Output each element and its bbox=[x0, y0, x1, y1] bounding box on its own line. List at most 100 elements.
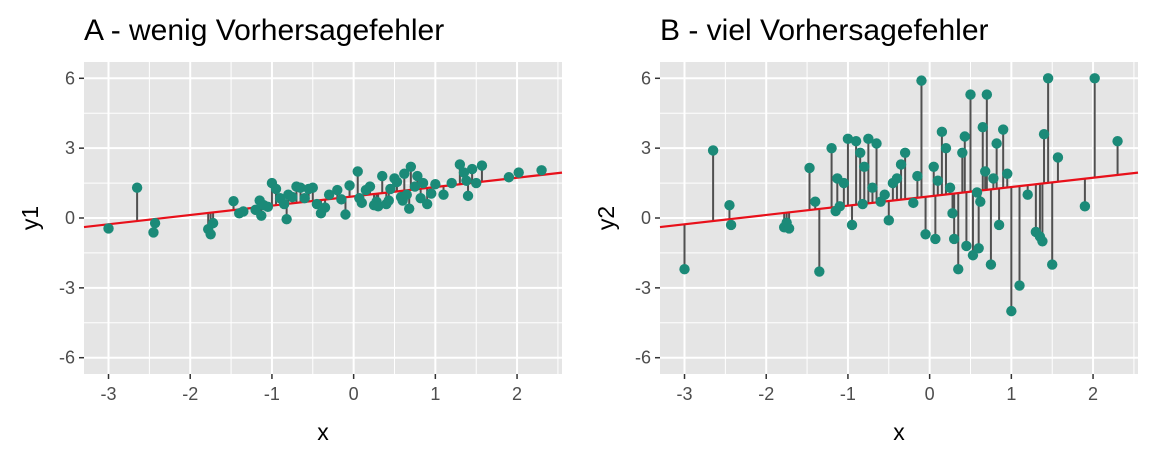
data-point bbox=[957, 147, 968, 159]
data-point bbox=[977, 121, 988, 133]
data-point bbox=[372, 201, 384, 212]
data-point bbox=[295, 182, 306, 193]
data-point bbox=[299, 193, 310, 204]
data-point bbox=[707, 145, 719, 156]
data-point bbox=[421, 198, 433, 210]
data-point bbox=[103, 223, 114, 234]
data-point bbox=[278, 198, 290, 210]
data-point bbox=[867, 182, 878, 193]
data-point bbox=[503, 172, 515, 183]
panel-a-x-axis-label: x bbox=[317, 419, 329, 445]
data-point bbox=[1002, 168, 1013, 179]
data-point bbox=[997, 124, 1009, 135]
data-point bbox=[953, 264, 964, 275]
data-point bbox=[281, 213, 292, 225]
data-point bbox=[340, 209, 351, 220]
y-tick-label: -6 bbox=[59, 348, 75, 368]
data-point bbox=[863, 133, 874, 145]
panel-b-x-axis-label: x bbox=[893, 419, 905, 445]
data-point bbox=[975, 196, 986, 207]
data-point bbox=[391, 176, 403, 188]
data-point bbox=[973, 243, 984, 254]
y-tick-label: 6 bbox=[65, 68, 75, 88]
data-point bbox=[947, 208, 958, 219]
data-point bbox=[985, 259, 997, 270]
panel-b-points bbox=[679, 73, 1123, 317]
data-point bbox=[131, 182, 143, 193]
regression-line bbox=[83, 171, 563, 229]
y-tick-label: -6 bbox=[635, 348, 651, 368]
panel-b-regression bbox=[659, 171, 1139, 229]
data-point bbox=[385, 183, 396, 195]
data-point bbox=[409, 181, 421, 192]
panel-a-regression bbox=[83, 171, 563, 229]
data-point bbox=[536, 165, 547, 176]
data-point bbox=[205, 229, 216, 240]
data-point bbox=[967, 250, 979, 261]
data-point bbox=[1052, 152, 1064, 163]
data-point bbox=[961, 240, 972, 252]
data-point bbox=[679, 264, 690, 275]
data-point bbox=[850, 135, 862, 147]
panel-a-grid bbox=[84, 62, 562, 374]
data-point bbox=[859, 161, 870, 172]
data-point bbox=[724, 199, 735, 211]
data-point bbox=[377, 170, 388, 182]
data-point bbox=[1022, 189, 1033, 200]
data-point bbox=[356, 197, 368, 209]
regression-line bbox=[659, 171, 1139, 229]
data-point bbox=[965, 89, 976, 100]
data-point bbox=[857, 198, 868, 210]
data-point bbox=[916, 75, 927, 86]
data-point bbox=[814, 266, 825, 277]
data-point bbox=[826, 142, 837, 154]
data-point bbox=[307, 182, 318, 193]
x-tick-label: -2 bbox=[758, 384, 774, 404]
data-point bbox=[908, 197, 919, 209]
data-point bbox=[401, 189, 412, 200]
panel-a-ticks: -3 -2 -1 0 1 2 -6 -3 0 3 6 bbox=[59, 68, 522, 404]
data-point bbox=[810, 196, 821, 207]
x-tick-label: 1 bbox=[430, 384, 440, 404]
data-point bbox=[854, 147, 866, 159]
data-point bbox=[932, 175, 944, 186]
data-point bbox=[454, 159, 466, 170]
x-tick-label: 1 bbox=[1006, 384, 1016, 404]
data-point bbox=[936, 126, 948, 138]
x-tick-label: -1 bbox=[840, 384, 856, 404]
data-point bbox=[895, 159, 907, 170]
data-point bbox=[1079, 201, 1091, 212]
data-point bbox=[311, 198, 323, 210]
x-tick-label: -2 bbox=[182, 384, 198, 404]
panel-b-title: B - viel Vorhersagefehler bbox=[660, 14, 989, 47]
data-point bbox=[364, 181, 376, 192]
data-point bbox=[1038, 128, 1050, 140]
data-point bbox=[262, 201, 274, 213]
data-point bbox=[883, 215, 894, 226]
data-point bbox=[399, 168, 410, 179]
y-tick-label: 6 bbox=[641, 68, 651, 88]
data-point bbox=[352, 166, 363, 177]
panel-a: A - wenig Vorhersagefehler -3 -2 -1 0 1 2-6-3… bbox=[17, 14, 563, 445]
data-point bbox=[725, 219, 737, 231]
data-point bbox=[228, 196, 239, 207]
data-point bbox=[438, 189, 449, 200]
data-point bbox=[430, 179, 441, 190]
data-point bbox=[238, 206, 249, 217]
y-tick-label: 0 bbox=[641, 208, 651, 228]
data-point bbox=[404, 203, 415, 214]
y-tick-label: 0 bbox=[65, 208, 75, 228]
data-point bbox=[912, 170, 923, 182]
data-point bbox=[846, 219, 858, 231]
x-tick-label: 0 bbox=[349, 384, 359, 404]
data-point bbox=[959, 131, 970, 142]
panel-a-title: A - wenig Vorhersagefehler bbox=[84, 14, 444, 47]
data-point bbox=[834, 201, 845, 212]
panel-b: B - viel Vorhersagefehler -3 -2 -1 0 1 2 -6 -3 0… bbox=[593, 14, 1139, 445]
data-point bbox=[323, 189, 335, 200]
data-point bbox=[981, 89, 993, 100]
panel-b-y-axis-label: y2 bbox=[593, 206, 619, 230]
data-point bbox=[891, 173, 903, 184]
data-point bbox=[783, 223, 795, 234]
